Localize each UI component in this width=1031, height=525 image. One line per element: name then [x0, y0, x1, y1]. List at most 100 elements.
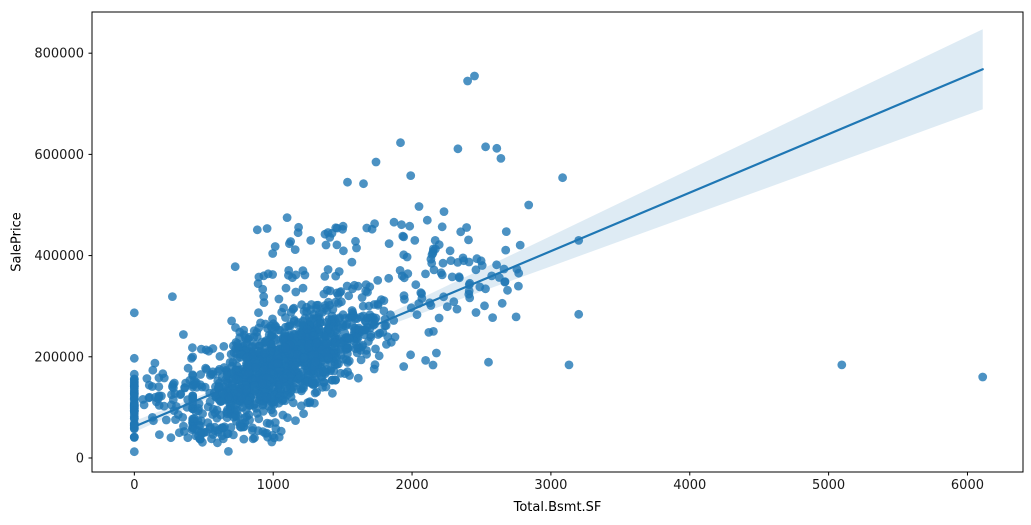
scatter-point [395, 266, 405, 275]
scatter-point [406, 350, 415, 360]
scatter-point [357, 293, 367, 302]
scatter-point [291, 287, 301, 297]
scatter-point [252, 408, 262, 418]
scatter-point [314, 324, 324, 334]
scatter-point [305, 313, 314, 322]
scatter-point [352, 348, 362, 358]
scatter-point [286, 392, 296, 402]
scatter-point [148, 365, 158, 375]
scatter-point [350, 323, 360, 333]
scatter-point [439, 207, 449, 217]
scatter-point [487, 271, 497, 281]
scatter-point [331, 223, 341, 233]
scatter-point [252, 225, 262, 235]
scatter-point [481, 142, 490, 152]
scatter-point [323, 352, 333, 362]
scatter-point [294, 222, 303, 232]
scatter-point [239, 434, 249, 444]
scatter-point [286, 237, 295, 246]
scatter-point [438, 258, 448, 268]
scatter-point [299, 353, 309, 363]
scatter-point [262, 224, 272, 233]
scatter-point [371, 313, 381, 323]
scatter-point [314, 368, 324, 377]
scatter-point [223, 405, 232, 415]
scatter-point [129, 384, 139, 393]
scatter-point [411, 280, 421, 290]
scatter-point [155, 430, 164, 439]
y-tick-label: 200000 [34, 350, 84, 365]
scatter-point [453, 144, 463, 154]
scatter-point [378, 328, 388, 337]
scatter-point [149, 416, 158, 426]
scatter-point [336, 368, 345, 378]
x-tick-label: 6000 [951, 478, 984, 493]
scatter-point [215, 352, 225, 361]
scatter-point [477, 261, 487, 270]
scatter-point [299, 306, 309, 316]
scatter-point [340, 328, 350, 338]
scatter-point [260, 429, 270, 438]
scatter-point [260, 348, 270, 358]
scatter-point [410, 236, 420, 245]
scatter-point [173, 410, 183, 419]
scatter-point [344, 291, 354, 301]
scatter-point [978, 372, 988, 382]
scatter-point [205, 424, 215, 433]
scatter-point [458, 253, 468, 263]
scatter-point [328, 388, 337, 398]
scatter-point [250, 433, 259, 443]
scatter-point [223, 392, 233, 401]
scatter-point [499, 264, 509, 274]
scatter-point [352, 243, 361, 253]
scatter-point [309, 331, 319, 340]
scatter-point [232, 349, 241, 359]
scatter-point [380, 321, 390, 331]
scatter-point [258, 379, 267, 389]
scatter-point [501, 245, 511, 255]
scatter-point [445, 246, 455, 256]
scatter-point [336, 350, 346, 360]
scatter-point [159, 401, 169, 411]
scatter-point [298, 266, 308, 275]
scatter-point [432, 348, 441, 358]
scatter-point [190, 376, 199, 385]
scatter-point [150, 358, 160, 368]
scatter-point [129, 433, 139, 442]
scatter-point [311, 357, 320, 367]
scatter-point [400, 295, 409, 304]
scatter-point [129, 421, 139, 430]
scatter-point [230, 262, 240, 272]
scatter-point [183, 395, 193, 404]
scatter-point [227, 316, 237, 326]
scatter-point [464, 289, 474, 299]
scatter-point [362, 223, 372, 233]
scatter-point [281, 343, 290, 353]
scatter-point [281, 283, 291, 293]
scatter-point [268, 249, 278, 258]
scatter-point [159, 373, 169, 383]
scatter-point [405, 221, 415, 231]
scatter-point [182, 402, 192, 412]
scatter-point [290, 245, 300, 255]
scatter-point [187, 354, 196, 363]
scatter-point [273, 359, 282, 368]
scatter-point [384, 273, 394, 283]
scatter-point [303, 342, 313, 352]
scatter-point [416, 288, 426, 298]
scatter-point [161, 415, 171, 425]
scatter-point [250, 386, 259, 395]
x-tick-label: 5000 [812, 478, 845, 493]
scatter-point [175, 390, 185, 400]
scatter-point [471, 308, 481, 317]
scatter-point [322, 306, 332, 315]
scatter-point [233, 387, 243, 397]
scatter-point [359, 179, 368, 189]
scatter-point [437, 222, 447, 232]
scatter-point [492, 143, 502, 153]
scatter-point [251, 363, 260, 373]
scatter-point [259, 298, 269, 307]
scatter-point [322, 318, 331, 327]
scatter-point [323, 265, 333, 274]
